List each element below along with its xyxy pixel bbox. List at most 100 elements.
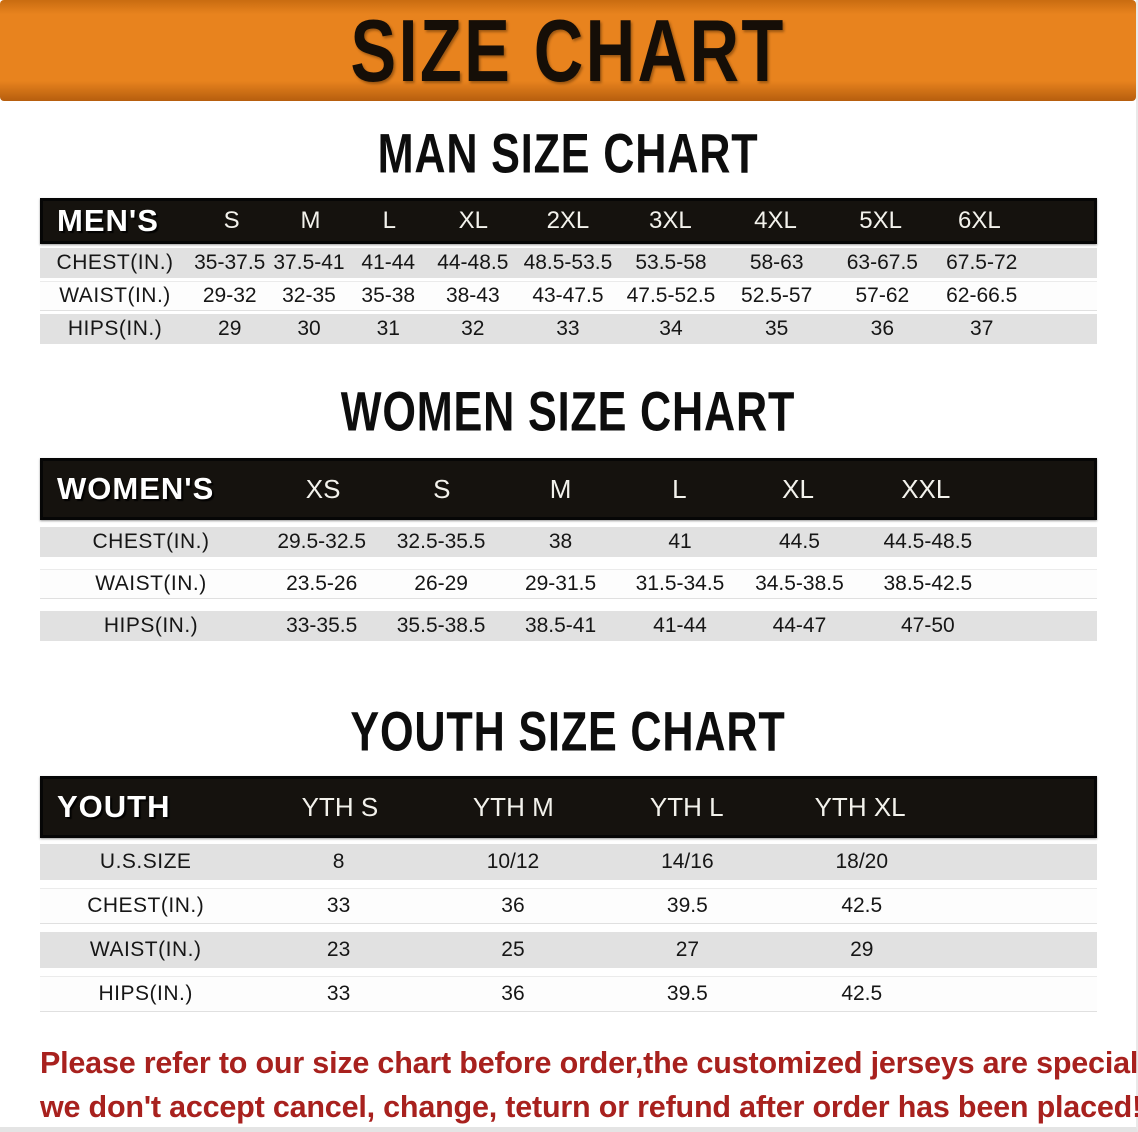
measurement-value: 62-66.5 (946, 284, 1018, 307)
table-header-row: YOUTH YTH S YTH M YTH L YTH XL (40, 776, 1097, 838)
size-column-header: YTH M (472, 791, 554, 822)
size-column-header: YTH S (301, 791, 379, 822)
size-column-header: M (549, 473, 572, 504)
size-table-mens: MEN'S S M L XL 2XL 3XL 4XL 5XL 6XL CHEST(IN.) 35-37… (40, 198, 1097, 344)
measurement-value: 33 (556, 317, 580, 340)
measurement-value: 34.5-38.5 (755, 572, 844, 595)
row-filler (997, 611, 1097, 641)
size-column-header: 4XL (754, 207, 797, 234)
size-column-header: L (382, 207, 396, 234)
size-table-womens: WOMEN'S XS S M L XL XXL CHEST(IN.) 29.5-32.5 32.5… (40, 458, 1097, 641)
size-column-header: 2XL (546, 207, 590, 234)
measurement-value: 38 (548, 530, 573, 553)
measurement-value: 29.5-32.5 (277, 530, 367, 553)
table-row: CHEST(IN.) 29.5-32.5 32.5-35.5 38 41 44.5 44.5… (40, 527, 1097, 557)
measurement-value: 44-47 (772, 614, 827, 637)
row-label: CHEST(IN.) (92, 530, 210, 553)
row-label: CHEST(IN.) (56, 251, 174, 274)
section-title-youth: YOUTH SIZE CHART (0, 701, 1136, 763)
measurement-value: 38.5-42.5 (883, 572, 973, 595)
row-filler (949, 889, 1097, 923)
measurement-value: 18/20 (835, 850, 889, 873)
header-filler (947, 779, 1094, 835)
size-column-header: L (672, 473, 687, 504)
section-title-text: WOMEN SIZE CHART (340, 381, 796, 443)
section-womens: WOMEN SIZE CHART WOMEN'S XS S M L XL XXL CHEST(I… (0, 381, 1136, 641)
measurement-value: 10/12 (486, 850, 540, 873)
table-row: CHEST(IN.) 35-37.5 37.5-41 41-44 44-48.5 48.5… (40, 248, 1097, 278)
section-title-text: YOUTH SIZE CHART (350, 701, 786, 763)
row-filler (1028, 282, 1097, 310)
measurement-value: 14/16 (661, 850, 714, 873)
size-column-header: M (300, 207, 321, 234)
measurement-value: 42.5 (841, 894, 883, 917)
table-row: HIPS(IN.) 29 30 31 32 33 34 35 36 37 (40, 314, 1097, 344)
measurement-value: 23.5-26 (286, 572, 358, 595)
table-row: WAIST(IN.) 29-32 32-35 35-38 38-43 43-47.5 47.… (40, 281, 1097, 311)
measurement-value: 33 (326, 894, 351, 917)
banner-title: SIZE CHART (350, 0, 786, 100)
measurement-value: 44-48.5 (437, 251, 509, 274)
section-title-womens: WOMEN SIZE CHART (0, 381, 1136, 443)
row-label: HIPS(IN.) (67, 317, 163, 340)
measurement-value: 27 (675, 938, 700, 961)
measurement-value: 35-37.5 (194, 251, 266, 274)
measurement-value: 31 (376, 317, 400, 340)
measurement-value: 32-35 (282, 284, 336, 307)
measurement-value: 37.5-41 (273, 251, 345, 274)
table-group-label: YOUTH (57, 789, 171, 824)
measurement-value: 47.5-52.5 (626, 284, 716, 307)
row-filler (997, 527, 1097, 557)
measurement-value: 41 (668, 530, 692, 553)
measurement-value: 44.5-48.5 (883, 530, 973, 553)
measurement-value: 35 (764, 317, 789, 340)
measurement-value: 58-63 (749, 251, 804, 274)
measurement-value: 33-35.5 (286, 614, 358, 637)
section-title-text: MAN SIZE CHART (377, 123, 759, 185)
size-column-header: S (223, 207, 240, 234)
table-header-row: MEN'S S M L XL 2XL 3XL 4XL 5XL 6XL (40, 198, 1097, 244)
table-row: HIPS(IN.) 33 36 39.5 42.5 (40, 976, 1097, 1012)
measurement-value: 35.5-38.5 (396, 614, 486, 637)
measurement-value: 53.5-58 (635, 251, 707, 274)
measurement-value: 25 (501, 938, 525, 961)
row-filler (997, 570, 1097, 598)
row-label: HIPS(IN.) (103, 614, 199, 637)
measurement-value: 32.5-35.5 (396, 530, 486, 553)
table-header-row: WOMEN'S XS S M L XL XXL (40, 458, 1097, 520)
size-column-header: XL (458, 207, 489, 234)
measurement-value: 32 (461, 317, 485, 340)
measurement-value: 33 (326, 982, 351, 1005)
section-mens: MAN SIZE CHART MEN'S S M L XL 2XL 3XL 4XL 5XL 6XL C… (0, 123, 1136, 344)
measurement-value: 29 (218, 317, 242, 340)
row-label: HIPS(IN.) (98, 982, 193, 1005)
table-group-label: WOMEN'S (57, 471, 215, 506)
table-row: U.S.SIZE 8 10/12 14/16 18/20 (40, 844, 1097, 880)
measurement-value: 44.5 (779, 530, 820, 553)
size-column-header: 5XL (859, 207, 902, 234)
table-row: HIPS(IN.) 33-35.5 35.5-38.5 38.5-41 41-44 44-… (40, 611, 1097, 641)
measurement-value: 29-32 (202, 284, 257, 307)
header-filler (994, 461, 1094, 517)
measurement-value: 42.5 (841, 982, 883, 1005)
measurement-value: 36 (501, 982, 525, 1005)
measurement-value: 36 (501, 894, 525, 917)
disclaimer-line-1: Please refer to our size chart before or… (40, 1046, 1138, 1080)
size-column-header: YTH XL (814, 791, 906, 822)
table-row: CHEST(IN.) 33 36 39.5 42.5 (40, 888, 1097, 924)
row-label: CHEST(IN.) (87, 894, 205, 917)
size-column-header: YTH L (649, 791, 724, 822)
size-column-header: XXL (901, 473, 951, 504)
measurement-value: 41-44 (653, 614, 707, 637)
banner: SIZE CHART (0, 0, 1136, 101)
row-label: WAIST(IN.) (59, 284, 171, 307)
size-sections: MAN SIZE CHART MEN'S S M L XL 2XL 3XL 4XL 5XL 6XL C… (0, 123, 1136, 1012)
measurement-value: 30 (297, 317, 321, 340)
measurement-value: 57-62 (855, 284, 910, 307)
disclaimer-line-2: we don't accept cancel, change, teturn o… (40, 1089, 1138, 1124)
row-label: WAIST(IN.) (89, 938, 202, 961)
measurement-value: 34 (659, 317, 683, 340)
disclaimer: Please refer to our size chart before or… (40, 1042, 1138, 1129)
size-column-header: XL (782, 473, 814, 504)
